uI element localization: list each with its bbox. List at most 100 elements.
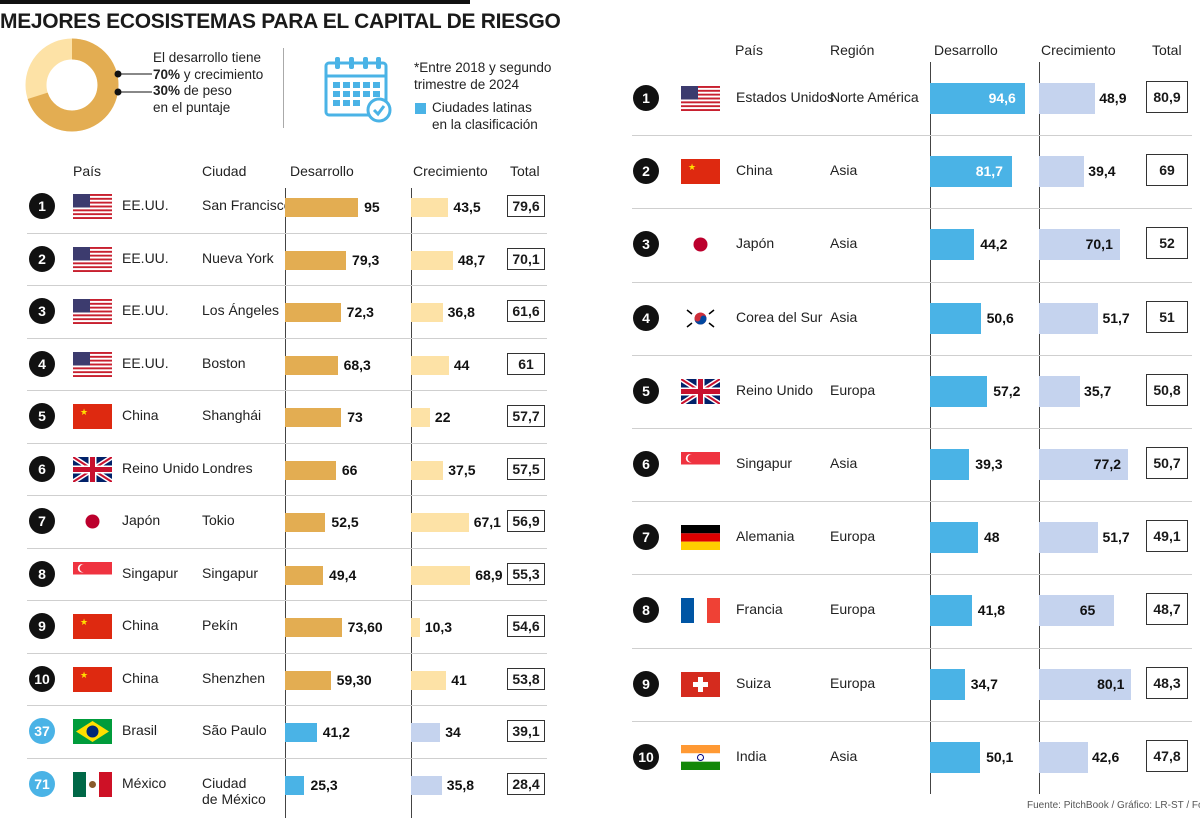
country-name: China: [736, 162, 773, 179]
country-name: Alemania: [736, 528, 795, 545]
dev-bar: [285, 775, 305, 795]
growth-bar: [1039, 302, 1099, 334]
dev-bar: [285, 303, 341, 322]
title-rule: [0, 0, 470, 4]
row-divider: [27, 285, 547, 286]
dev-label: 44,2: [980, 236, 1008, 253]
donut-leaders: [114, 70, 152, 96]
total-box: 48,7: [1146, 593, 1188, 626]
growth-bar: [411, 775, 442, 795]
region-name: Europa: [830, 381, 876, 398]
total-box: 57,7: [507, 405, 545, 427]
growth-bar: [411, 618, 420, 637]
region-name: Asia: [830, 235, 858, 252]
growth-label: 70,1: [1085, 236, 1113, 253]
growth-label: 35,7: [1084, 382, 1112, 399]
dev-bar: [930, 668, 965, 700]
country-name: China: [122, 669, 159, 686]
rank-badge: 37: [29, 718, 55, 744]
growth-bar: [1039, 156, 1085, 188]
svg-text:★: ★: [688, 162, 696, 172]
flag-sg-icon: [681, 452, 720, 477]
dev-label: 57,2: [993, 382, 1021, 399]
flag-sg-icon: [73, 561, 112, 587]
source-note: Fuente: PitchBook / Gráfico: LR-ST / Fot…: [1027, 800, 1200, 811]
row-divider: [27, 337, 547, 339]
growth-bar: [411, 250, 453, 270]
right-header-total: Total: [1152, 42, 1182, 58]
region-name: Europa: [830, 674, 876, 691]
dev-label: 68,3: [343, 356, 371, 373]
region-name: Asia: [830, 162, 858, 179]
dev-label: 72,3: [346, 304, 374, 320]
rank-badge: 10: [633, 743, 659, 770]
country-name: Japón: [122, 512, 161, 528]
dev-bar: [285, 460, 336, 480]
dev-axis-line: [285, 188, 286, 818]
flag-fr-icon: [681, 598, 720, 624]
cities-table: 1 EE.UU. San Francisco 95 43,5 79,6 2 EE.UU. Nue…: [0, 0, 600, 818]
city-name: São Paulo: [202, 722, 267, 738]
svg-text:★: ★: [80, 670, 88, 680]
rank-badge: 71: [29, 770, 55, 797]
total-box: 70,1: [507, 247, 545, 270]
rank-badge: 9: [29, 613, 55, 639]
dev-bar: [285, 670, 331, 690]
growth-bar: [411, 355, 449, 375]
latin-legend-line-1: Ciudades latinas: [432, 100, 532, 115]
dev-bar: [930, 741, 981, 773]
left-header-crecimiento: Crecimiento: [413, 163, 488, 179]
total-box: 50,8: [1146, 373, 1188, 406]
row-divider: [632, 647, 1192, 649]
right-header-pais: País: [735, 42, 764, 58]
legend-divider: [283, 48, 284, 128]
rank-badge: 4: [633, 304, 659, 331]
growth-axis-line: [411, 188, 412, 818]
city-name: Pekín: [202, 617, 238, 633]
dev-label: 95: [364, 199, 380, 215]
row-divider: [632, 428, 1192, 429]
dev-label: 94,6: [988, 90, 1016, 106]
rank-badge: 2: [29, 245, 55, 272]
total-box: 39,1: [507, 720, 545, 742]
city-name: San Francisco: [202, 197, 292, 213]
country-name: EE.UU.: [122, 249, 169, 266]
total-box: 55,3: [507, 562, 545, 585]
dev-bar: [930, 302, 981, 334]
dev-label: 39,3: [975, 456, 1003, 472]
growth-bar: [1039, 668, 1132, 700]
right-header-desarrollo: Desarrollo: [934, 42, 998, 58]
city-name: Tokio: [202, 512, 235, 528]
calendar-icon: [324, 57, 392, 123]
growth-label: 22: [434, 409, 451, 425]
country-name: Corea del Sur: [736, 308, 823, 325]
left-header-total: Total: [510, 163, 540, 179]
flag-us-icon: [681, 86, 720, 112]
dev-bar: [285, 408, 342, 427]
country-name: Reino Unido: [736, 381, 814, 398]
dev-label: 49,4: [329, 566, 357, 583]
rank-badge: 1: [29, 193, 55, 219]
growth-bar: [1039, 229, 1120, 261]
flag-uk-icon: [679, 376, 722, 406]
flag-br-icon: [73, 719, 112, 744]
growth-bar: [411, 565, 471, 585]
growth-label: 44: [453, 356, 470, 373]
row-divider: [27, 495, 547, 496]
flag-kr-icon: [681, 305, 720, 331]
city-name: Shenzhen: [202, 669, 266, 686]
rank-badge: 4: [29, 350, 55, 377]
row-divider: [632, 208, 1192, 210]
dev-bar: [285, 565, 324, 585]
growth-label: 51,7: [1102, 529, 1130, 546]
row-divider: [632, 354, 1192, 356]
dev-bar: [930, 595, 972, 627]
country-name: China: [122, 407, 159, 423]
country-name: Brasil: [122, 722, 158, 738]
growth-bar: [411, 670, 447, 690]
latin-legend: Ciudades latinas en la clasificación: [432, 100, 562, 133]
flag-cn-icon: ★: [73, 666, 112, 692]
rank-badge: 9: [633, 670, 659, 697]
city-name: Ciudad: [202, 774, 247, 791]
